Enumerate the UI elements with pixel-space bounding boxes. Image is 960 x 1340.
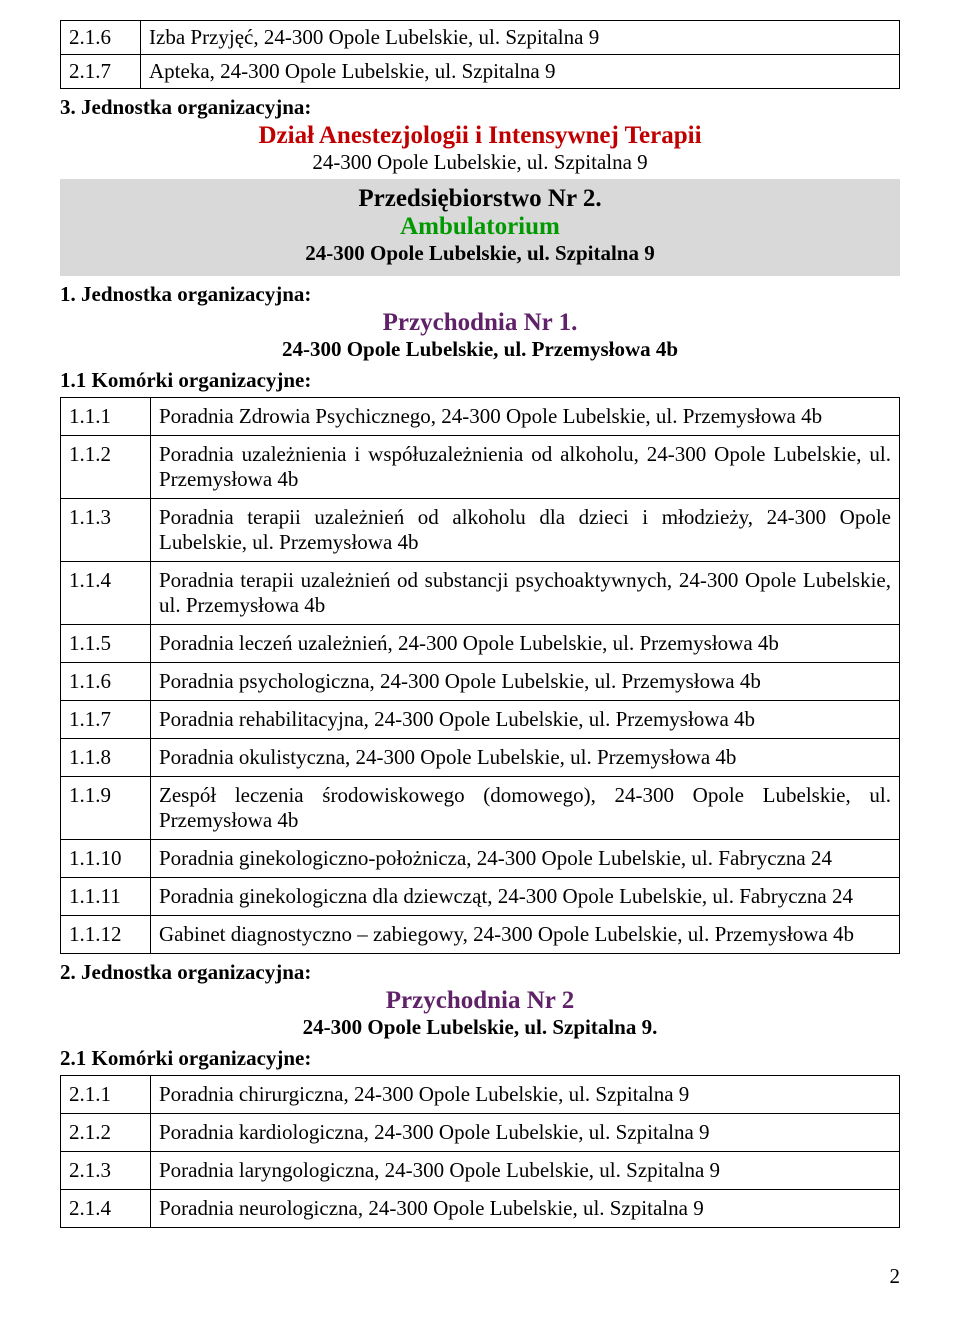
row-number: 1.1.1 — [61, 398, 151, 436]
table-row: 2.1.6Izba Przyjęć, 24-300 Opole Lubelski… — [61, 21, 900, 55]
unit2-heading: 2. Jednostka organizacyjna: — [60, 960, 900, 985]
row-text: Poradnia psychologiczna, 24-300 Opole Lu… — [151, 663, 900, 701]
row-number: 1.1.6 — [61, 663, 151, 701]
row-number: 1.1.8 — [61, 739, 151, 777]
table-row: 1.1.11Poradnia ginekologiczna dla dziewc… — [61, 878, 900, 916]
row-text: Poradnia neurologiczna, 24-300 Opole Lub… — [151, 1190, 900, 1228]
table-row: 1.1.2Poradnia uzależnienia i współuzależ… — [61, 436, 900, 499]
row-text: Poradnia ginekologiczna dla dziewcząt, 2… — [151, 878, 900, 916]
table-row: 1.1.8Poradnia okulistyczna, 24-300 Opole… — [61, 739, 900, 777]
row-text: Izba Przyjęć, 24-300 Opole Lubelskie, ul… — [141, 21, 900, 55]
cells1-heading: 1.1 Komórki organizacyjne: — [60, 368, 900, 393]
row-text: Poradnia uzależnienia i współuzależnieni… — [151, 436, 900, 499]
table-row: 2.1.3Poradnia laryngologiczna, 24-300 Op… — [61, 1152, 900, 1190]
unit2-address: 24-300 Opole Lubelskie, ul. Szpitalna 9. — [60, 1015, 900, 1040]
row-text: Poradnia chirurgiczna, 24-300 Opole Lube… — [151, 1076, 900, 1114]
row-text: Poradnia terapii uzależnień od substancj… — [151, 562, 900, 625]
unit1-address: 24-300 Opole Lubelskie, ul. Przemysłowa … — [60, 337, 900, 362]
enterprise-address: 24-300 Opole Lubelskie, ul. Szpitalna 9 — [68, 241, 892, 266]
table-row: 2.1.1Poradnia chirurgiczna, 24-300 Opole… — [61, 1076, 900, 1114]
table-row: 1.1.12Gabinet diagnostyczno – zabiegowy,… — [61, 916, 900, 954]
unit1-title: Przychodnia Nr 1. — [60, 309, 900, 337]
unit2-title: Przychodnia Nr 2 — [60, 987, 900, 1015]
enterprise-line1: Przedsiębiorstwo Nr 2. — [68, 185, 892, 213]
row-text: Apteka, 24-300 Opole Lubelskie, ul. Szpi… — [141, 55, 900, 89]
table-row: 1.1.5Poradnia leczeń uzależnień, 24-300 … — [61, 625, 900, 663]
row-number: 1.1.7 — [61, 701, 151, 739]
row-number: 2.1.1 — [61, 1076, 151, 1114]
table-row: 1.1.4Poradnia terapii uzależnień od subs… — [61, 562, 900, 625]
row-text: Poradnia laryngologiczna, 24-300 Opole L… — [151, 1152, 900, 1190]
list-table-1: 1.1.1Poradnia Zdrowia Psychicznego, 24-3… — [60, 397, 900, 954]
cells2-heading: 2.1 Komórki organizacyjne: — [60, 1046, 900, 1071]
row-number: 1.1.4 — [61, 562, 151, 625]
row-number: 1.1.3 — [61, 499, 151, 562]
table-row: 1.1.1Poradnia Zdrowia Psychicznego, 24-3… — [61, 398, 900, 436]
row-number: 1.1.2 — [61, 436, 151, 499]
row-number: 1.1.11 — [61, 878, 151, 916]
row-number: 1.1.12 — [61, 916, 151, 954]
table-row: 2.1.7Apteka, 24-300 Opole Lubelskie, ul.… — [61, 55, 900, 89]
table-row: 1.1.3Poradnia terapii uzależnień od alko… — [61, 499, 900, 562]
row-text: Poradnia ginekologiczno-położnicza, 24-3… — [151, 840, 900, 878]
row-text: Poradnia kardiologiczna, 24-300 Opole Lu… — [151, 1114, 900, 1152]
top-table: 2.1.6Izba Przyjęć, 24-300 Opole Lubelski… — [60, 20, 900, 89]
row-number: 1.1.5 — [61, 625, 151, 663]
table-row: 2.1.4Poradnia neurologiczna, 24-300 Opol… — [61, 1190, 900, 1228]
unit3-title: Dział Anestezjologii i Intensywnej Terap… — [60, 122, 900, 150]
table-row: 1.1.6Poradnia psychologiczna, 24-300 Opo… — [61, 663, 900, 701]
row-number: 2.1.3 — [61, 1152, 151, 1190]
table-row: 2.1.2Poradnia kardiologiczna, 24-300 Opo… — [61, 1114, 900, 1152]
row-number: 1.1.9 — [61, 777, 151, 840]
unit3-heading: 3. Jednostka organizacyjna: — [60, 95, 900, 120]
row-text: Zespół leczenia środowiskowego (domowego… — [151, 777, 900, 840]
table-row: 1.1.7Poradnia rehabilitacyjna, 24-300 Op… — [61, 701, 900, 739]
row-number: 1.1.10 — [61, 840, 151, 878]
row-number: 2.1.7 — [61, 55, 141, 89]
row-text: Poradnia rehabilitacyjna, 24-300 Opole L… — [151, 701, 900, 739]
row-text: Poradnia okulistyczna, 24-300 Opole Lube… — [151, 739, 900, 777]
enterprise-line2: Ambulatorium — [68, 213, 892, 241]
table-row: 1.1.9Zespół leczenia środowiskowego (dom… — [61, 777, 900, 840]
row-text: Gabinet diagnostyczno – zabiegowy, 24-30… — [151, 916, 900, 954]
row-number: 2.1.2 — [61, 1114, 151, 1152]
page-number: 2 — [0, 1264, 960, 1289]
row-number: 2.1.4 — [61, 1190, 151, 1228]
row-number: 2.1.6 — [61, 21, 141, 55]
list-table-2: 2.1.1Poradnia chirurgiczna, 24-300 Opole… — [60, 1075, 900, 1228]
enterprise-block: Przedsiębiorstwo Nr 2. Ambulatorium 24-3… — [60, 179, 900, 276]
row-text: Poradnia Zdrowia Psychicznego, 24-300 Op… — [151, 398, 900, 436]
row-text: Poradnia leczeń uzależnień, 24-300 Opole… — [151, 625, 900, 663]
unit1-heading: 1. Jednostka organizacyjna: — [60, 282, 900, 307]
unit3-address: 24-300 Opole Lubelskie, ul. Szpitalna 9 — [60, 150, 900, 175]
row-text: Poradnia terapii uzależnień od alkoholu … — [151, 499, 900, 562]
table-row: 1.1.10Poradnia ginekologiczno-położnicza… — [61, 840, 900, 878]
